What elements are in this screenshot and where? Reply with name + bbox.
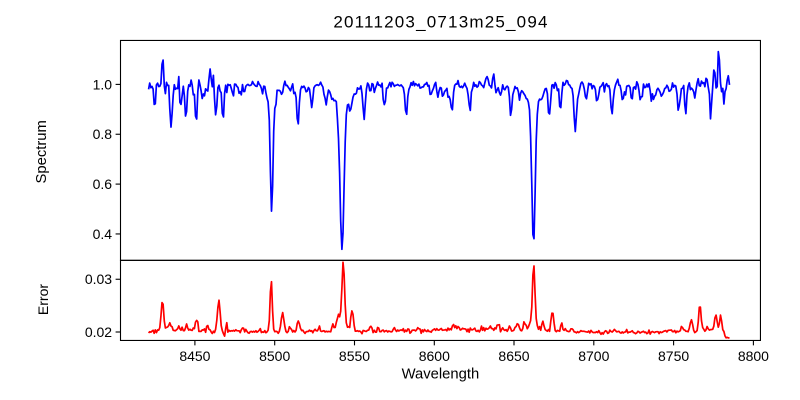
svg-text:0.4: 0.4 xyxy=(93,226,113,242)
svg-text:Wavelength: Wavelength xyxy=(402,366,480,382)
svg-text:1.0: 1.0 xyxy=(93,76,113,92)
svg-text:8750: 8750 xyxy=(658,348,689,364)
svg-text:8450: 8450 xyxy=(179,348,210,364)
svg-text:8800: 8800 xyxy=(738,348,769,364)
svg-text:0.6: 0.6 xyxy=(93,176,113,192)
svg-text:20111203_0713m25_094: 20111203_0713m25_094 xyxy=(333,13,548,32)
svg-text:8600: 8600 xyxy=(419,348,450,364)
svg-text:8650: 8650 xyxy=(498,348,529,364)
svg-text:0.03: 0.03 xyxy=(85,271,112,287)
svg-text:8550: 8550 xyxy=(339,348,370,364)
svg-text:Spectrum: Spectrum xyxy=(34,120,50,183)
svg-text:0.8: 0.8 xyxy=(93,126,113,142)
svg-text:0.02: 0.02 xyxy=(85,324,112,340)
svg-text:Error: Error xyxy=(35,284,51,315)
svg-text:8700: 8700 xyxy=(578,348,609,364)
svg-text:8500: 8500 xyxy=(259,348,290,364)
